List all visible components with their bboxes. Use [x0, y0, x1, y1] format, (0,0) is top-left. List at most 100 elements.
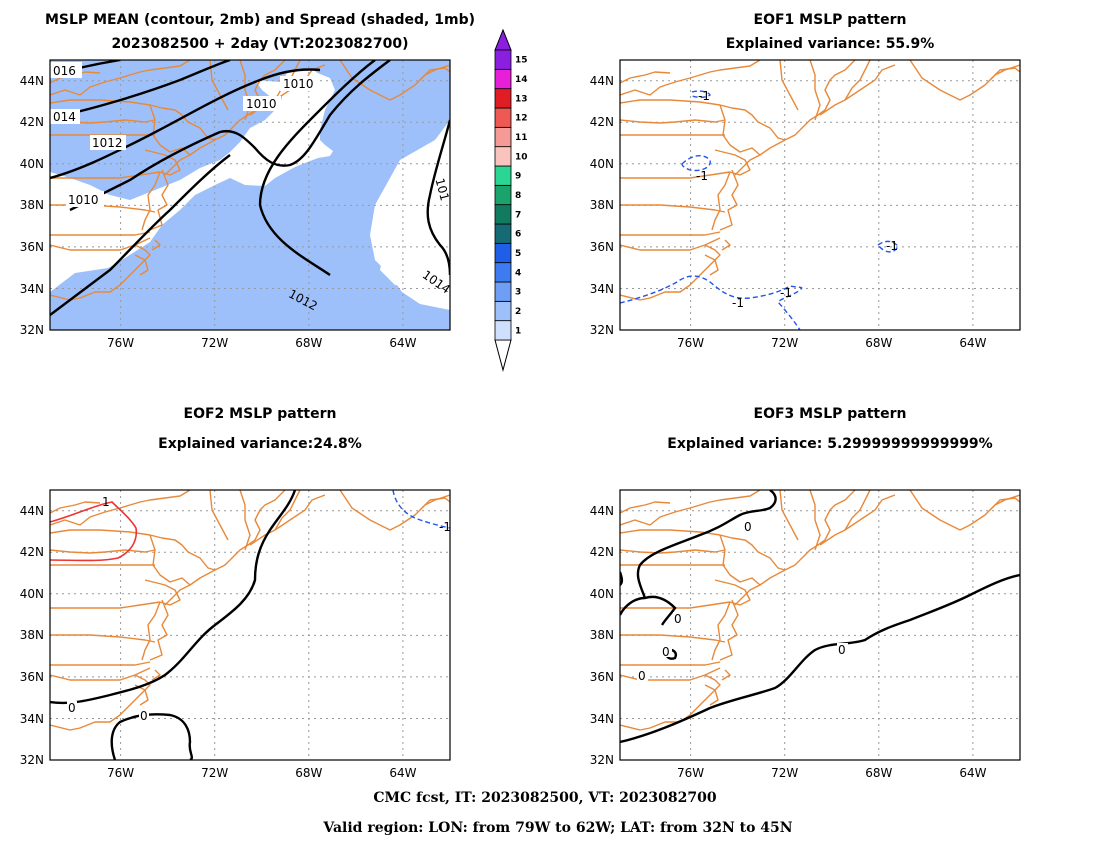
svg-text:36N: 36N — [20, 240, 44, 254]
colorbar-label: 4 — [515, 268, 521, 278]
colorbar-label: 14 — [515, 75, 528, 85]
colorbar-cell — [494, 146, 512, 167]
colorbar-top-arrow — [494, 28, 512, 51]
colorbar-label: 8 — [515, 191, 521, 201]
svg-text:44N: 44N — [590, 74, 614, 88]
svg-text:38N: 38N — [590, 628, 614, 642]
eof3-subtitle: Explained variance: 5.29999999999999% — [667, 436, 992, 452]
colorbar-cell — [494, 165, 512, 186]
colorbar-cell — [494, 126, 512, 148]
svg-text:32N: 32N — [590, 753, 614, 767]
contour-label: -1 — [698, 89, 710, 103]
contour-label: 0 — [744, 520, 752, 534]
eof2-title: EOF2 MSLP pattern — [184, 406, 337, 422]
svg-text:72W: 72W — [201, 336, 228, 350]
svg-text:76W: 76W — [677, 766, 704, 780]
svg-text:64W: 64W — [389, 336, 416, 350]
colorbar-cell — [494, 281, 512, 302]
contour-label: 0 — [662, 645, 670, 659]
colorbar-cell — [494, 320, 512, 341]
colorbar-cell — [494, 242, 512, 264]
colorbar-bottom-arrow — [494, 339, 512, 372]
svg-text:32N: 32N — [590, 323, 614, 337]
colorbar-label: 9 — [515, 172, 521, 182]
footer-forecast-info: CMC fcst, IT: 2023082500, VT: 2023082700 — [373, 790, 716, 806]
contour-label: -1 — [886, 239, 898, 253]
contour-label: 1010 — [68, 193, 99, 207]
svg-text:36N: 36N — [590, 670, 614, 684]
svg-text:64W: 64W — [389, 766, 416, 780]
colorbar-label: 12 — [515, 114, 528, 124]
mean-lon-ticks: 76W 72W 68W 64W — [107, 336, 417, 350]
colorbar-label: 2 — [515, 307, 521, 317]
svg-text:72W: 72W — [771, 766, 798, 780]
mean-contours — [50, 60, 450, 316]
svg-text:32N: 32N — [20, 323, 44, 337]
contour-label: 1010 — [283, 77, 314, 91]
colorbar-label: 11 — [515, 133, 528, 143]
mean-subtitle: 2023082500 + 2day (VT:2023082700) — [111, 36, 408, 52]
svg-text:64W: 64W — [959, 766, 986, 780]
colorbar-label: 6 — [515, 230, 521, 240]
svg-text:38N: 38N — [20, 198, 44, 212]
colorbar-label: 1 — [515, 326, 521, 336]
svg-text:44N: 44N — [20, 504, 44, 518]
svg-text:40N: 40N — [20, 587, 44, 601]
panel-eof3: EOF3 MSLP pattern Explained variance: 5.… — [590, 406, 1021, 780]
svg-text:34N: 34N — [20, 712, 44, 726]
contour-label: -1 — [780, 286, 792, 300]
eof3-contour-labels: 0 0 0 0 0 — [637, 520, 848, 683]
panel-eof1: EOF1 MSLP pattern Explained variance: 55… — [590, 12, 1021, 350]
contour-label: 0 — [140, 709, 148, 723]
colorbar-cell — [494, 223, 512, 244]
svg-text:76W: 76W — [107, 766, 134, 780]
svg-text:42N: 42N — [590, 115, 614, 129]
contour-label: -1 — [439, 520, 451, 534]
svg-text:44N: 44N — [590, 504, 614, 518]
svg-text:64W: 64W — [959, 336, 986, 350]
eof1-contour-labels: -1 -1 -1 -1 -1 — [696, 89, 898, 310]
panel-eof2: EOF2 MSLP pattern Explained variance:24.… — [20, 406, 451, 780]
contour-label: 0 — [674, 612, 682, 626]
contour-label: 101 — [432, 177, 451, 203]
contour-label: 0 — [68, 701, 76, 715]
svg-text:76W: 76W — [677, 336, 704, 350]
colorbar-cell — [494, 49, 512, 70]
colorbar-cell — [494, 88, 512, 109]
svg-text:34N: 34N — [590, 282, 614, 296]
svg-text:34N: 34N — [590, 712, 614, 726]
colorbar-label: 10 — [515, 152, 528, 162]
svg-text:42N: 42N — [20, 545, 44, 559]
svg-text:36N: 36N — [590, 240, 614, 254]
contour-label: 0 — [838, 643, 846, 657]
colorbar-label: 13 — [515, 94, 528, 104]
svg-text:42N: 42N — [590, 545, 614, 559]
eof1-title: EOF1 MSLP pattern — [754, 12, 907, 28]
svg-text:44N: 44N — [20, 74, 44, 88]
colorbar-label: 3 — [515, 288, 521, 298]
colorbar-cell — [494, 107, 512, 128]
contour-label: 014 — [53, 110, 76, 124]
colorbar-cell — [494, 262, 512, 283]
svg-text:40N: 40N — [20, 157, 44, 171]
footer-valid-region: Valid region: LON: from 79W to 62W; LAT:… — [322, 820, 792, 836]
colorbar-label: 15 — [515, 56, 528, 66]
colorbar-label: 5 — [515, 249, 521, 259]
eof2-subtitle: Explained variance:24.8% — [158, 436, 362, 452]
svg-text:36N: 36N — [20, 670, 44, 684]
eof2-positive-contour — [50, 501, 138, 562]
svg-text:68W: 68W — [865, 766, 892, 780]
colorbar-label: 7 — [515, 210, 521, 220]
colorbar-cell — [494, 300, 512, 322]
eof2-zero-contours — [50, 490, 297, 760]
spread-shading — [50, 60, 450, 330]
svg-text:68W: 68W — [865, 336, 892, 350]
svg-text:72W: 72W — [201, 766, 228, 780]
contour-label: -1 — [732, 296, 744, 310]
svg-text:68W: 68W — [295, 336, 322, 350]
colorbar-cell — [494, 204, 512, 225]
svg-text:72W: 72W — [771, 336, 798, 350]
colorbar-cell — [494, 68, 512, 90]
